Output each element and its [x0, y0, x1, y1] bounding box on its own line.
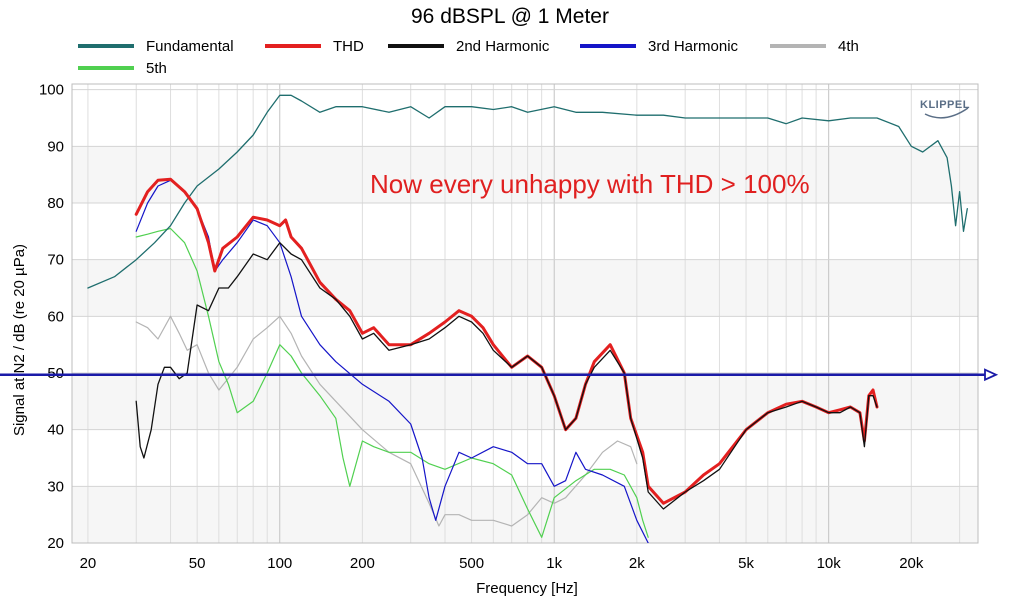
annotation-text: Now every unhappy with THD > 100% [370, 169, 810, 199]
series-line-fundamental [87, 94, 968, 289]
x-tick-label: 20 [80, 555, 97, 572]
plot-band [72, 146, 978, 203]
y-axis-label: Signal at N2 / dB (re 20 µPa) [11, 244, 28, 436]
x-tick-label: 5k [738, 555, 754, 572]
x-tick-label: 20k [899, 555, 924, 572]
y-tick-label: 90 [47, 138, 64, 155]
x-tick-label: 10k [817, 555, 842, 572]
x-tick-label: 500 [459, 555, 484, 572]
legend-label: THD [333, 38, 364, 55]
y-tick-label: 30 [47, 478, 64, 495]
logo-swoosh [924, 107, 969, 119]
plot-band [72, 373, 978, 430]
x-tick-label: 200 [350, 555, 375, 572]
x-tick-label: 100 [267, 555, 292, 572]
chart-title: 96 dBSPL @ 1 Meter [411, 5, 609, 28]
legend: Fundamental THD 2nd Harmonic 3rd Harmonic 4t… [78, 38, 859, 77]
reference-line [0, 368, 999, 382]
legend-label: 3rd Harmonic [648, 38, 739, 55]
x-tick-label: 50 [189, 555, 206, 572]
series-line-5th [135, 227, 649, 538]
series-line-2nd-harmonic [135, 242, 878, 510]
klippel-logo-mark [924, 107, 969, 119]
y-tick-label: 40 [47, 422, 64, 439]
x-tick-label: 2k [629, 555, 645, 572]
klippel-logo: KLIPPEL [920, 99, 970, 111]
plot-band [72, 486, 978, 543]
y-tick-label: 80 [47, 195, 64, 212]
series-line-4th [135, 315, 638, 527]
y-tick-label: 70 [47, 252, 64, 269]
legend-label: 5th [146, 60, 167, 77]
x-tick-label: 1k [546, 555, 562, 572]
plot-frame [71, 83, 979, 544]
plot-background [72, 84, 978, 543]
plot-band [72, 259, 978, 317]
reference-line-arrow [984, 368, 999, 382]
series-lines [87, 94, 968, 543]
legend-label: 2nd Harmonic [456, 38, 550, 55]
y-tick-label: 20 [47, 535, 64, 552]
x-axis-label: Frequency [Hz] [476, 580, 578, 597]
axis-ticks: 203040506070809010020501002005001k2k5k10… [39, 82, 924, 572]
legend-label: 4th [838, 38, 859, 55]
grid [71, 83, 979, 544]
y-tick-label: 100 [39, 82, 64, 99]
y-tick-label: 60 [47, 308, 64, 325]
legend-label: Fundamental [146, 38, 234, 55]
